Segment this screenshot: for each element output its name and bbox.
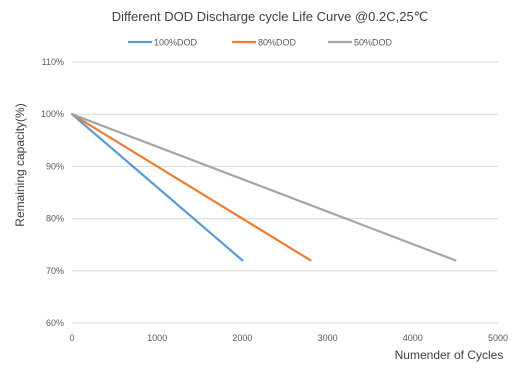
y-axis-label: Remaining capacity(%) (13, 103, 27, 226)
series-line-80-dod (70, 113, 312, 262)
y-tick-label: 110% (42, 57, 64, 67)
x-tick-label: 4000 (403, 333, 423, 343)
chart-title: Different DOD Discharge cycle Life Curve… (112, 9, 429, 24)
x-tick-label: 3000 (318, 333, 338, 343)
y-tick-label: 100% (41, 109, 64, 119)
x-tick-label: 0 (69, 333, 74, 343)
series-line-50-dod (70, 113, 457, 262)
series-line-100-dod (70, 113, 244, 262)
x-axis-label: Numender of Cycles (395, 348, 504, 362)
y-axis-ticks: 60% 70% 80% 90% 100% 110% (41, 57, 64, 328)
y-tick-label: 80% (46, 214, 64, 224)
x-tick-label: 5000 (488, 333, 508, 343)
x-tick-label: 1000 (147, 333, 167, 343)
x-axis-ticks: 0 1000 2000 3000 4000 5000 (69, 333, 508, 343)
y-tick-label: 70% (46, 266, 64, 276)
y-tick-label: 90% (46, 161, 64, 171)
chart-series (70, 113, 457, 262)
legend-label: 100%DOD (154, 38, 198, 48)
y-tick-label: 60% (46, 318, 64, 328)
x-tick-label: 2000 (232, 333, 252, 343)
chart-legend: 100%DOD 80%DOD 50%DOD (128, 38, 393, 48)
legend-label: 80%DOD (258, 38, 297, 48)
chart-grid (72, 61, 498, 324)
legend-label: 50%DOD (354, 38, 393, 48)
